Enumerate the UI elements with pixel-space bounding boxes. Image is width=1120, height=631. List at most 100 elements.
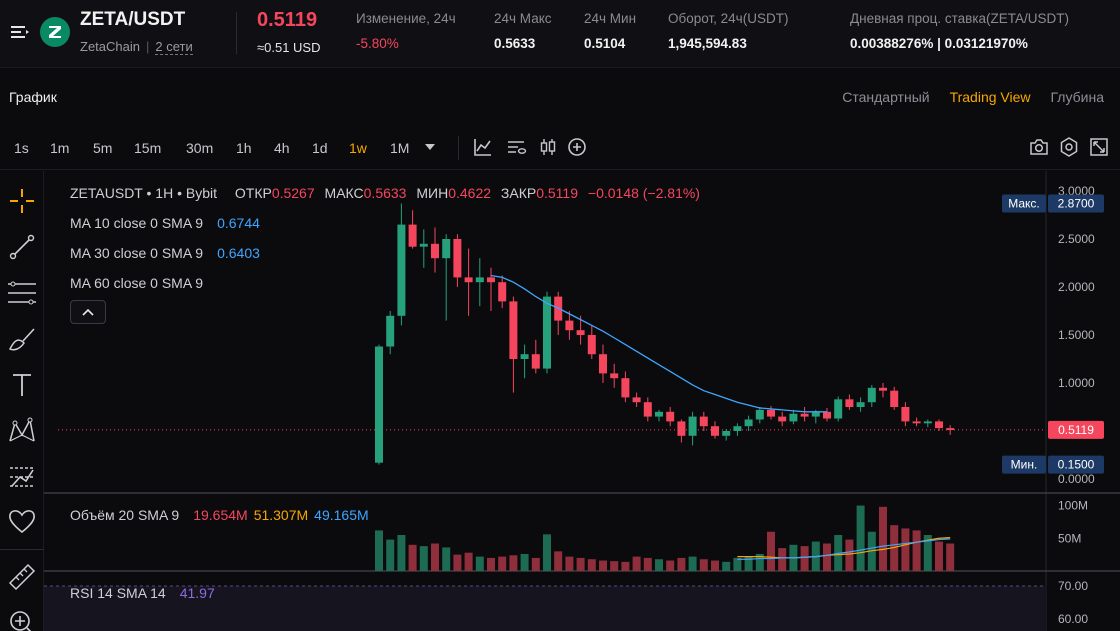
fullscreen-icon[interactable]: [1088, 136, 1110, 158]
timeframe-1M[interactable]: 1M: [390, 140, 410, 156]
volume-bar: [543, 534, 551, 571]
stat-label: 24ч Мин: [584, 11, 637, 26]
tab-bar: График Стандартный Trading View Глубина: [0, 69, 1120, 125]
ma-value: 0.6403: [217, 245, 260, 261]
candle-body: [498, 282, 507, 302]
header-divider: [236, 12, 237, 54]
volume-bar: [464, 552, 473, 571]
timeframe-1d[interactable]: 1d: [312, 140, 328, 156]
candle-body: [509, 301, 518, 359]
min-tag: Мин.: [1011, 458, 1038, 472]
ruler-icon[interactable]: [6, 561, 38, 593]
prediction-icon[interactable]: [6, 461, 38, 493]
trend-line-icon[interactable]: [6, 231, 38, 263]
timeframe-1s[interactable]: 1s: [14, 140, 29, 156]
toolbar-divider: [458, 136, 459, 160]
price-tick-label: 1.5000: [1058, 328, 1095, 342]
collapse-legend-button[interactable]: [70, 300, 106, 324]
stat-value: 0.5633: [494, 36, 536, 51]
candle-body: [767, 409, 775, 417]
ma-label: MA 10 close 0 SMA 9: [70, 215, 204, 231]
menu-icon[interactable]: [8, 20, 32, 44]
close-value: 0.5119: [536, 185, 578, 201]
ma-label: MA 60 close 0 SMA 9: [70, 275, 204, 291]
volume-bar: [800, 546, 809, 571]
volume-bar: [397, 535, 406, 571]
candle-body: [699, 416, 708, 427]
candle-body: [453, 239, 462, 278]
max-price-label-bg: [1048, 194, 1104, 213]
timeframe-4h[interactable]: 4h: [274, 140, 290, 156]
stat-label: Оборот, 24ч(USDT): [668, 11, 789, 26]
chart-canvas[interactable]: 3.00002.50002.00001.50001.00000.50000.00…: [44, 171, 1120, 631]
horizontal-lines-icon[interactable]: [6, 277, 38, 309]
volume-bar: [677, 557, 686, 571]
candle-body: [419, 243, 428, 247]
volume-bar: [823, 543, 831, 571]
max-price-label: 2.8700: [1058, 196, 1095, 210]
volume-bar: [935, 541, 943, 571]
high-value: 0.5633: [363, 185, 407, 201]
volume-bar: [699, 559, 708, 571]
candle-body: [655, 411, 663, 417]
candle-body: [912, 421, 921, 424]
pair-title[interactable]: ZETA/USDT: [80, 9, 186, 30]
timeframe-15m[interactable]: 15m: [134, 140, 162, 156]
ma-value: 0.6744: [217, 215, 260, 231]
ma-10-legend[interactable]: MA 10 close 0 SMA 9 0.6744: [70, 215, 260, 231]
pattern-icon[interactable]: [6, 415, 38, 447]
networks-link[interactable]: 2 сети: [155, 39, 193, 55]
timeframe-1m[interactable]: 1m: [50, 140, 70, 156]
text-icon[interactable]: [6, 369, 38, 401]
volume-bar: [655, 559, 663, 571]
tab-trading-view[interactable]: Trading View: [949, 89, 1031, 105]
rsi-legend[interactable]: RSI 14 SMA 14 41.97: [70, 585, 215, 601]
stat-value: -5.80%: [356, 36, 399, 51]
volume-bar: [419, 546, 428, 571]
timeframe-1w[interactable]: 1w: [349, 140, 367, 156]
symbol-label[interactable]: ZETAUSDT • 1H • Bybit: [70, 185, 217, 201]
zoom-in-icon[interactable]: [6, 607, 38, 631]
volume-legend[interactable]: Объём 20 SMA 9 19.654M 51.307M 49.165M: [70, 507, 369, 523]
stat-funding-rate: Дневная проц. ставка(ZETA/USDT) 0.003882…: [850, 11, 1069, 51]
add-icon[interactable]: [566, 136, 588, 158]
favorite-icon[interactable]: [6, 505, 38, 537]
tab-chart[interactable]: График: [9, 89, 57, 105]
ma-60-legend[interactable]: MA 60 close 0 SMA 9: [70, 275, 203, 291]
crosshair-icon[interactable]: [6, 185, 38, 217]
ma-30-legend[interactable]: MA 30 close 0 SMA 9 0.6403: [70, 245, 260, 261]
price-chart[interactable]: 3.00002.50002.00001.50001.00000.50000.00…: [44, 171, 1120, 631]
tab-depth[interactable]: Глубина: [1050, 89, 1104, 105]
stat-turnover: Оборот, 24ч(USDT) 1,945,594.83: [668, 11, 788, 51]
volume-bar: [475, 556, 484, 571]
volume-bar: [912, 530, 921, 571]
volume-bar: [610, 561, 619, 571]
candles-icon[interactable]: [537, 136, 559, 158]
candle-body: [543, 296, 551, 369]
min-price-label: 0.1500: [1058, 458, 1095, 472]
candle-body: [811, 411, 820, 417]
brush-icon[interactable]: [6, 323, 38, 355]
tab-standard[interactable]: Стандартный: [842, 89, 930, 105]
indicators-icon[interactable]: [472, 136, 494, 158]
volume-bar: [408, 544, 417, 571]
volume-bar: [576, 557, 585, 571]
camera-icon[interactable]: [1028, 136, 1050, 158]
candle-body: [733, 426, 742, 431]
min-tag-bg: [1002, 455, 1046, 474]
timeframe-5m[interactable]: 5m: [93, 140, 113, 156]
volume-bar: [643, 557, 652, 571]
timeframe-1h[interactable]: 1h: [236, 140, 252, 156]
candle-body: [632, 397, 641, 403]
chevron-down-icon[interactable]: [422, 139, 438, 155]
settings-icon[interactable]: [1058, 136, 1080, 158]
timeframe-30m[interactable]: 30m: [186, 140, 214, 156]
volume-bar: [901, 528, 910, 571]
candle-body: [576, 330, 585, 335]
volume-bar: [431, 543, 439, 571]
candle-body: [879, 387, 887, 391]
chart-type-icon[interactable]: [505, 136, 527, 158]
volume-bar: [856, 505, 865, 571]
candle-body: [923, 421, 932, 424]
volume-bar: [386, 539, 395, 571]
